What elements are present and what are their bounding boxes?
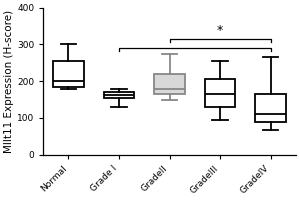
PathPatch shape bbox=[255, 94, 286, 122]
Y-axis label: Mllt11 Expression (H-score): Mllt11 Expression (H-score) bbox=[4, 10, 14, 153]
PathPatch shape bbox=[53, 61, 84, 87]
PathPatch shape bbox=[205, 79, 235, 107]
PathPatch shape bbox=[154, 74, 185, 94]
PathPatch shape bbox=[104, 92, 134, 98]
Text: *: * bbox=[217, 24, 223, 37]
